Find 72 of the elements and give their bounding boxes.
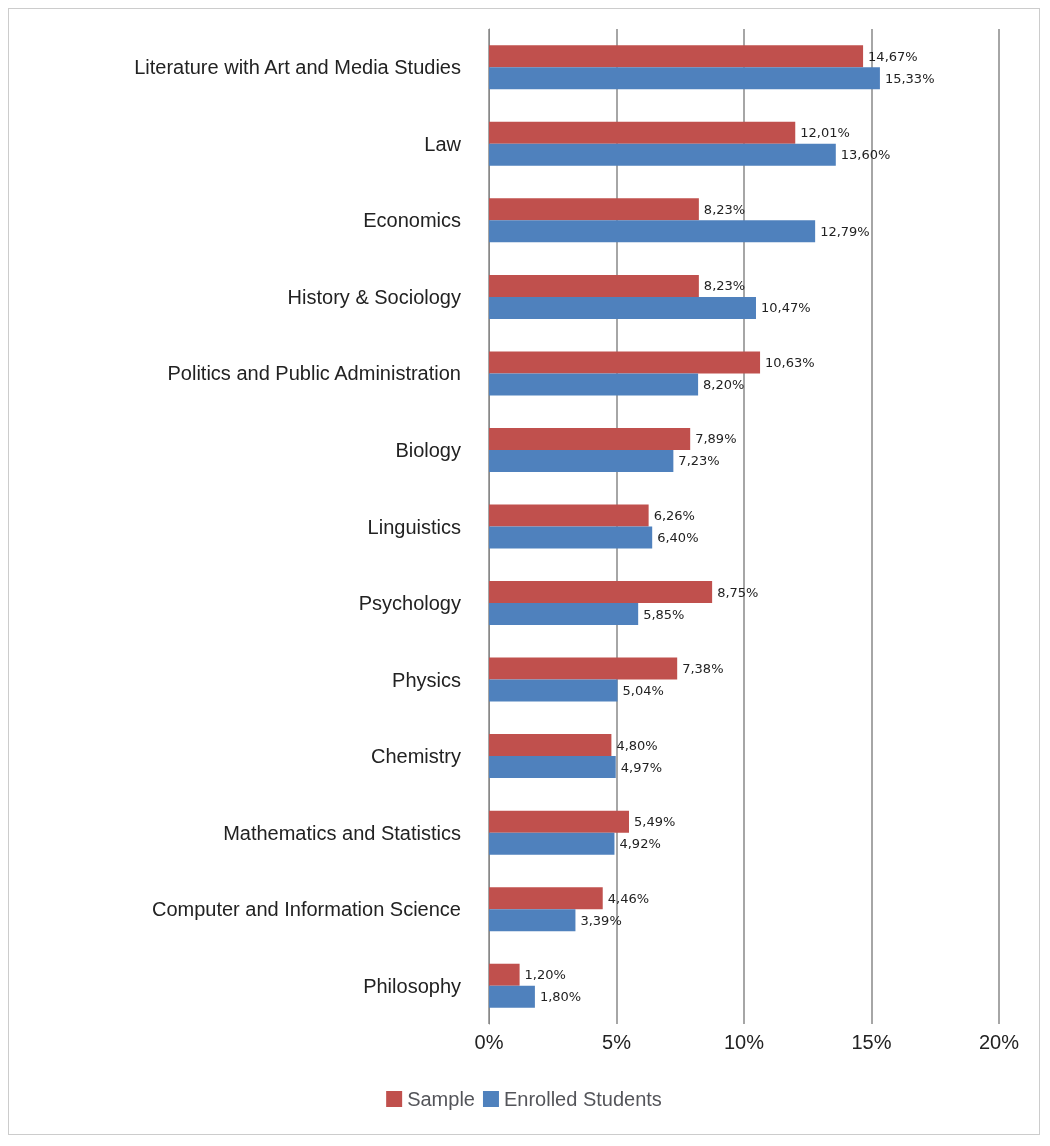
data-label: 15,33% <box>884 70 935 86</box>
data-label: 10,63% <box>765 354 815 370</box>
y-tick-label: Linguistics <box>367 515 461 538</box>
legend-label: Sample <box>407 1088 475 1110</box>
bar <box>489 504 649 527</box>
data-label: 4,46% <box>607 890 650 906</box>
y-tick-label: Physics <box>392 668 461 691</box>
bar <box>489 756 616 779</box>
y-tick-label: Biology <box>395 438 461 461</box>
bar <box>489 679 618 702</box>
bar <box>489 427 691 450</box>
bar <box>489 220 816 243</box>
bar <box>489 67 880 90</box>
data-label: 12,79% <box>820 223 870 239</box>
data-label: 1,20% <box>524 967 566 983</box>
y-tick-label: Philosophy <box>363 974 461 997</box>
data-label: 8,75% <box>717 584 759 600</box>
data-label: 6,26% <box>653 508 695 523</box>
data-label: 5,04% <box>622 683 664 699</box>
bar <box>489 832 615 855</box>
bar <box>489 603 639 626</box>
bar <box>489 657 678 680</box>
data-label: 3,39% <box>580 912 622 928</box>
data-label: 7,23% <box>678 453 720 469</box>
bar <box>489 449 674 472</box>
bar <box>489 296 756 319</box>
y-tick-label: Computer and Information Science <box>151 898 461 921</box>
data-label: 8,23% <box>703 201 746 217</box>
x-tick-label: 5% <box>602 1031 632 1053</box>
bar <box>489 274 699 297</box>
bar <box>489 963 520 986</box>
data-label: 8,23% <box>703 278 746 294</box>
y-tick-label: History & Sociology <box>287 285 461 308</box>
y-tick-label: Mathematics and Statistics <box>223 821 461 844</box>
bar <box>489 909 576 932</box>
data-label: 12,01% <box>800 125 850 141</box>
y-tick-label: Psychology <box>358 592 461 615</box>
bar <box>489 143 836 166</box>
data-label: 4,80% <box>616 737 658 753</box>
bar <box>489 985 535 1008</box>
data-label: 10,47% <box>760 300 811 316</box>
bar <box>489 526 653 549</box>
bar <box>489 734 612 757</box>
x-tick-label: 0% <box>474 1031 504 1053</box>
x-tick-label: 15% <box>851 1031 892 1053</box>
legend-label: Enrolled Students <box>503 1088 662 1110</box>
data-label: 6,40% <box>657 530 699 545</box>
y-tick-label: Literature with Art and Media Studies <box>134 56 461 79</box>
data-label: 7,89% <box>695 431 737 447</box>
data-label: 5,85% <box>643 606 685 622</box>
data-label: 14,67% <box>868 48 918 64</box>
bar <box>489 351 761 374</box>
y-tick-label: Politics and Public Administration <box>167 362 461 385</box>
y-tick-label: Chemistry <box>370 745 461 768</box>
bar <box>489 810 629 833</box>
bar <box>489 373 699 396</box>
bar <box>489 887 603 910</box>
data-label: 1,80% <box>539 989 582 1005</box>
y-tick-label: Law <box>424 132 462 155</box>
x-tick-label: 20% <box>978 1031 1020 1053</box>
data-label: 8,20% <box>703 376 745 392</box>
bar <box>489 45 864 68</box>
bar <box>489 581 713 604</box>
bar <box>489 121 796 144</box>
x-tick-label: 10% <box>723 1031 765 1053</box>
data-label: 7,38% <box>682 661 724 677</box>
y-tick-label: Economics <box>363 209 461 232</box>
bar <box>489 198 699 221</box>
data-label: 13,60% <box>840 147 891 163</box>
data-label: 5,49% <box>633 814 676 830</box>
data-label: 4,97% <box>620 759 663 775</box>
data-label: 4,92% <box>619 836 661 852</box>
